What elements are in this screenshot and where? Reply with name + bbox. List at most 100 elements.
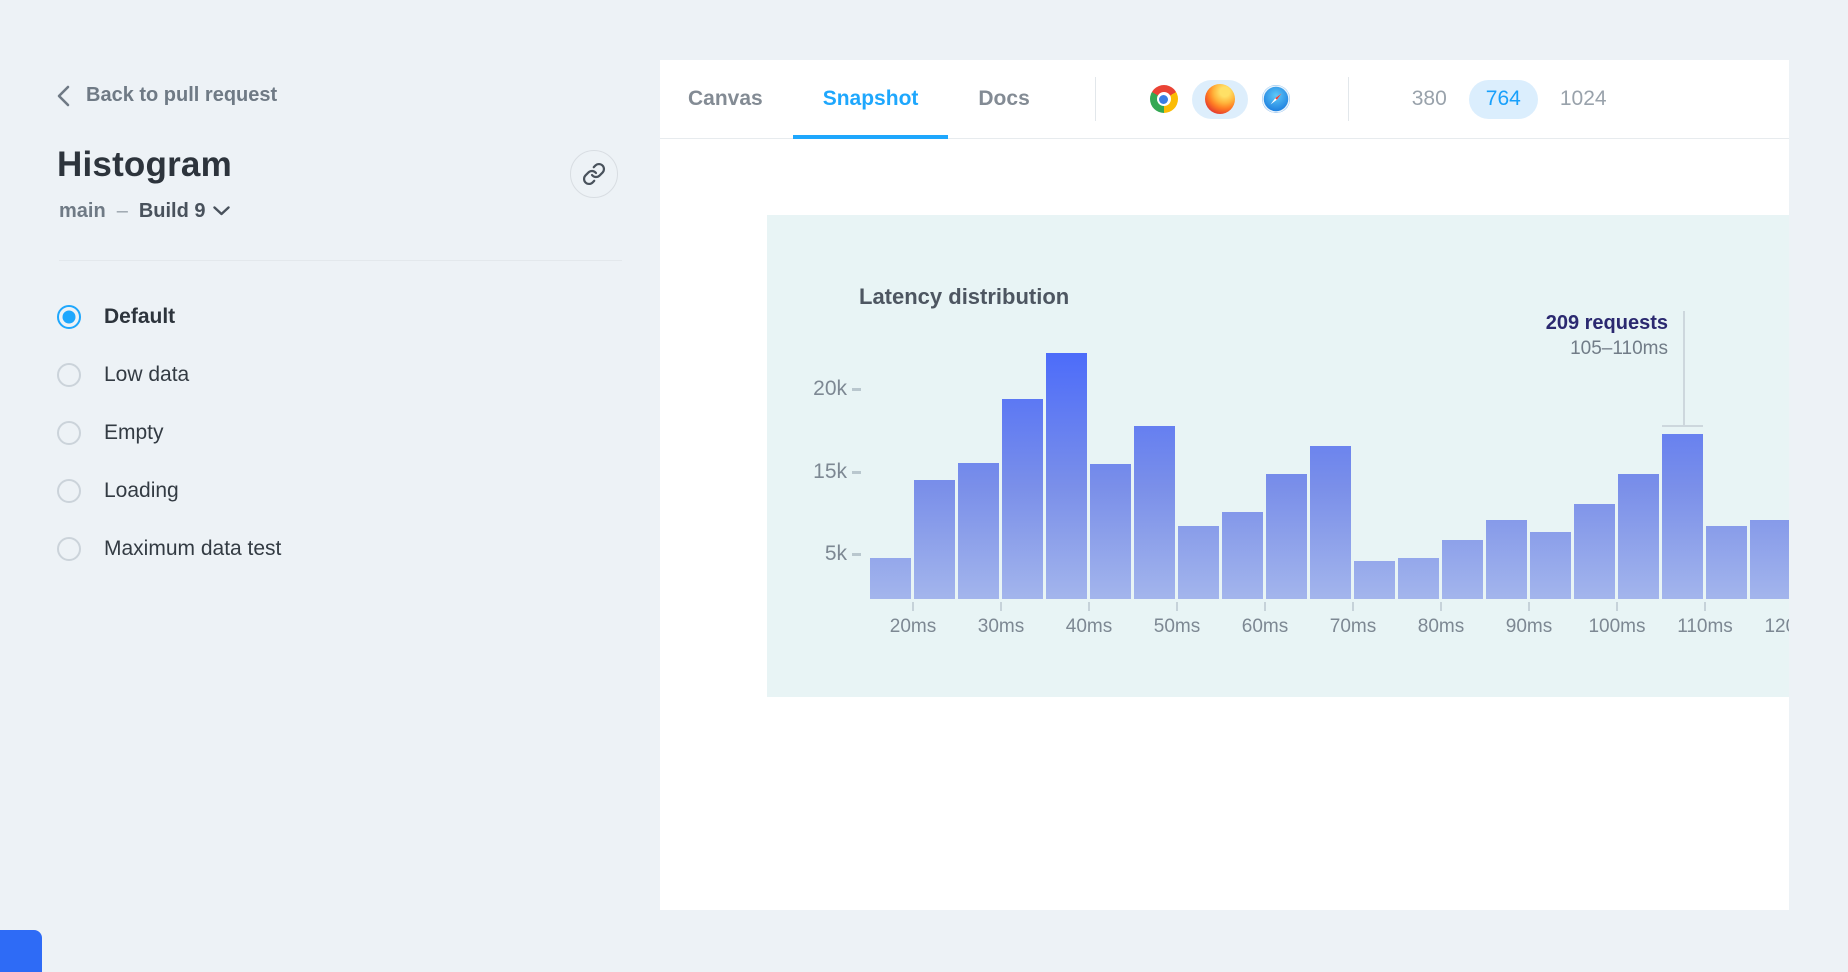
copy-link-button[interactable]	[570, 150, 618, 198]
histogram-bar	[1310, 446, 1351, 599]
histogram-bar	[1134, 426, 1175, 599]
chrome-icon	[1149, 85, 1178, 113]
chevron-left-icon	[57, 85, 70, 106]
back-label: Back to pull request	[86, 84, 278, 106]
x-axis-tick	[1264, 602, 1266, 611]
radio-selected-icon[interactable]	[57, 305, 81, 329]
x-axis-tick	[1704, 602, 1706, 611]
toolbar-divider	[1094, 77, 1096, 121]
tooltip-ruler-line	[1683, 311, 1685, 425]
x-axis-label: 40ms	[1065, 616, 1113, 637]
launcher-badge[interactable]	[0, 930, 42, 972]
page-title: Histogram	[57, 145, 232, 184]
x-axis-tick	[1000, 602, 1002, 611]
latency-chart: Latency distribution 209 requests 105–11…	[767, 215, 1789, 697]
y-axis-label: 15k	[813, 460, 847, 483]
story-label: Empty	[104, 421, 164, 444]
toolbar: Canvas Snapshot Docs 380 764 1024	[660, 60, 1789, 139]
viewport-380-button[interactable]: 380	[1411, 87, 1447, 110]
histogram-bar	[1750, 520, 1789, 599]
branch-build-row: main – Build 9	[59, 198, 231, 224]
x-axis-tick	[1616, 602, 1618, 611]
tooltip-range: 105–110ms	[1570, 338, 1668, 359]
story-label: Maximum data test	[104, 537, 282, 560]
histogram-bar	[1178, 526, 1219, 599]
browser-chrome-button[interactable]	[1136, 80, 1192, 119]
separator-dash: –	[116, 199, 128, 222]
story-item-default[interactable]: Default	[57, 305, 281, 329]
histogram-bar	[1222, 512, 1263, 599]
x-axis-tick	[1440, 602, 1442, 611]
story-item-loading[interactable]: Loading	[57, 479, 281, 503]
y-axis-label: 20k	[813, 377, 847, 400]
browser-safari-button[interactable]	[1248, 80, 1304, 119]
story-list: Default Low data Empty Loading Maximum data …	[57, 305, 281, 561]
story-label: Low data	[104, 363, 190, 386]
x-axis-tick	[912, 602, 914, 611]
histogram-bar	[1046, 353, 1087, 599]
histogram-bar	[1486, 520, 1527, 599]
sidebar-divider	[59, 260, 622, 261]
histogram-bar	[914, 480, 955, 599]
radio-icon[interactable]	[57, 537, 81, 561]
y-axis-tick	[852, 553, 861, 556]
viewport-picker: 380 764 1024	[1395, 79, 1624, 119]
histogram-bar	[1574, 504, 1615, 599]
x-axis-label: 90ms	[1505, 616, 1553, 637]
y-axis-label: 5k	[824, 542, 847, 565]
tab-docs[interactable]: Docs	[978, 87, 1030, 110]
browser-firefox-button[interactable]	[1191, 79, 1248, 119]
link-icon	[582, 162, 606, 186]
histogram-bar-highlighted	[1662, 434, 1703, 599]
x-axis-label: 110ms	[1677, 616, 1733, 637]
viewport-1024-button[interactable]: 1024	[1559, 87, 1607, 110]
story-item-maximum-data-test[interactable]: Maximum data test	[57, 537, 281, 561]
y-axis-tick	[852, 471, 861, 474]
histogram-bar	[1398, 558, 1439, 599]
x-axis-label: 30ms	[977, 616, 1025, 637]
histogram-bar	[1266, 474, 1307, 599]
histogram-bar	[1618, 474, 1659, 599]
browser-picker	[1136, 79, 1304, 119]
tab-bar: Canvas Snapshot Docs	[688, 60, 1060, 139]
back-to-pull-request-link[interactable]: Back to pull request	[57, 84, 277, 107]
y-axis-tick	[852, 388, 861, 391]
x-axis-tick	[1088, 602, 1090, 611]
build-label: Build 9	[138, 199, 206, 222]
histogram-bar	[958, 463, 999, 599]
viewport-764-button[interactable]: 764	[1468, 79, 1538, 119]
histogram-bar	[1354, 561, 1395, 599]
content-panel: Canvas Snapshot Docs 380 764 1024 Latency di…	[660, 60, 1789, 910]
x-axis-tick	[1352, 602, 1354, 611]
histogram-bar	[870, 558, 911, 599]
branch-name: main	[59, 199, 106, 222]
story-item-low-data[interactable]: Low data	[57, 363, 281, 387]
x-axis-tick	[1176, 602, 1178, 611]
tooltip-ruler-cap	[1662, 425, 1703, 427]
tab-canvas[interactable]: Canvas	[688, 87, 763, 110]
tooltip-value: 209 requests	[1545, 312, 1668, 334]
x-axis-tick	[1528, 602, 1530, 611]
radio-icon[interactable]	[57, 421, 81, 445]
toolbar-divider	[1347, 77, 1349, 121]
firefox-icon	[1204, 84, 1235, 114]
histogram-bar	[1442, 540, 1483, 599]
radio-icon[interactable]	[57, 479, 81, 503]
radio-icon[interactable]	[57, 363, 81, 387]
chart-title: Latency distribution	[859, 284, 1070, 309]
x-axis-label: 120ms	[1764, 616, 1789, 637]
x-axis-label: 20ms	[889, 616, 937, 637]
build-selector[interactable]: Build 9	[139, 200, 231, 223]
histogram-bar	[1530, 532, 1571, 599]
x-axis-label: 80ms	[1417, 616, 1465, 637]
safari-icon	[1261, 85, 1290, 113]
story-label: Default	[104, 305, 176, 328]
tab-snapshot[interactable]: Snapshot	[792, 60, 949, 139]
histogram-bar	[1002, 399, 1043, 599]
x-axis-label: 50ms	[1153, 616, 1201, 637]
story-item-empty[interactable]: Empty	[57, 421, 281, 445]
x-axis-label: 70ms	[1329, 616, 1377, 637]
story-label: Loading	[104, 479, 179, 502]
chevron-down-icon	[213, 206, 231, 216]
histogram-bar	[1706, 526, 1747, 599]
